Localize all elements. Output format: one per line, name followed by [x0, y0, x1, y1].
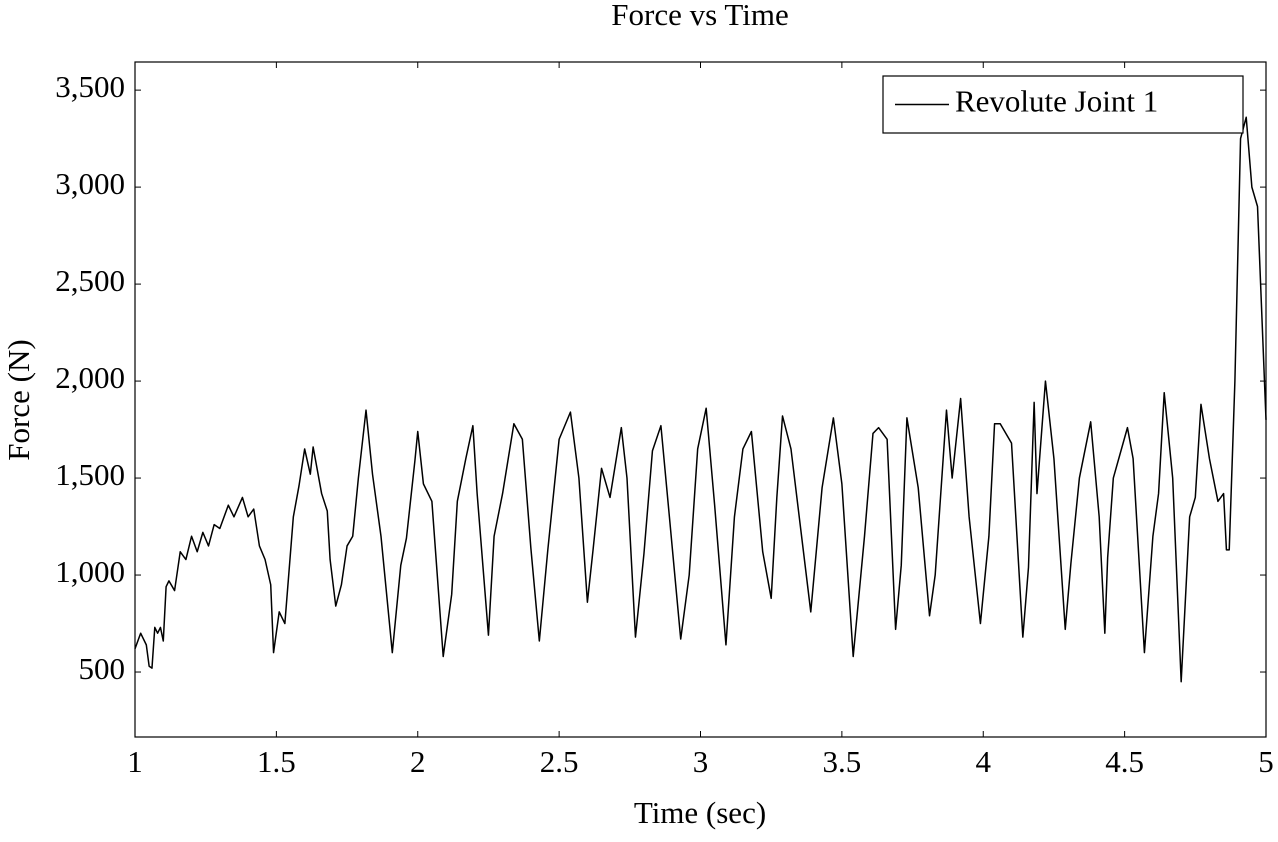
y-tick-label: 1,000: [55, 554, 125, 589]
x-tick-label: 4.5: [1105, 744, 1144, 779]
x-axis-label: Time (sec): [634, 795, 766, 830]
x-tick-label: 5: [1258, 744, 1274, 779]
y-tick-label: 500: [79, 651, 126, 686]
plot-frame: [134, 61, 1267, 738]
legend-label: Revolute Joint 1: [955, 84, 1158, 119]
x-tick-label: 1: [127, 744, 143, 779]
y-axis-label: Force (N): [1, 339, 36, 460]
y-tick-label: 3,500: [55, 69, 125, 104]
legend: Revolute Joint 1: [882, 75, 1244, 134]
x-tick-label: 1.5: [257, 744, 296, 779]
data-line: [134, 116, 1267, 683]
x-tick-label: 4: [976, 744, 992, 779]
x-tick-label: 2: [410, 744, 426, 779]
chart-title: Force vs Time: [611, 0, 788, 32]
y-tick-label: 2,500: [55, 263, 125, 298]
y-tick-label: 3,000: [55, 166, 125, 201]
x-tick-label: 3.5: [823, 744, 862, 779]
x-tick-label: 3: [693, 744, 709, 779]
x-tick-label: 2.5: [540, 744, 579, 779]
y-tick-label: 2,000: [55, 360, 125, 395]
y-tick-label: 1,500: [55, 457, 125, 492]
